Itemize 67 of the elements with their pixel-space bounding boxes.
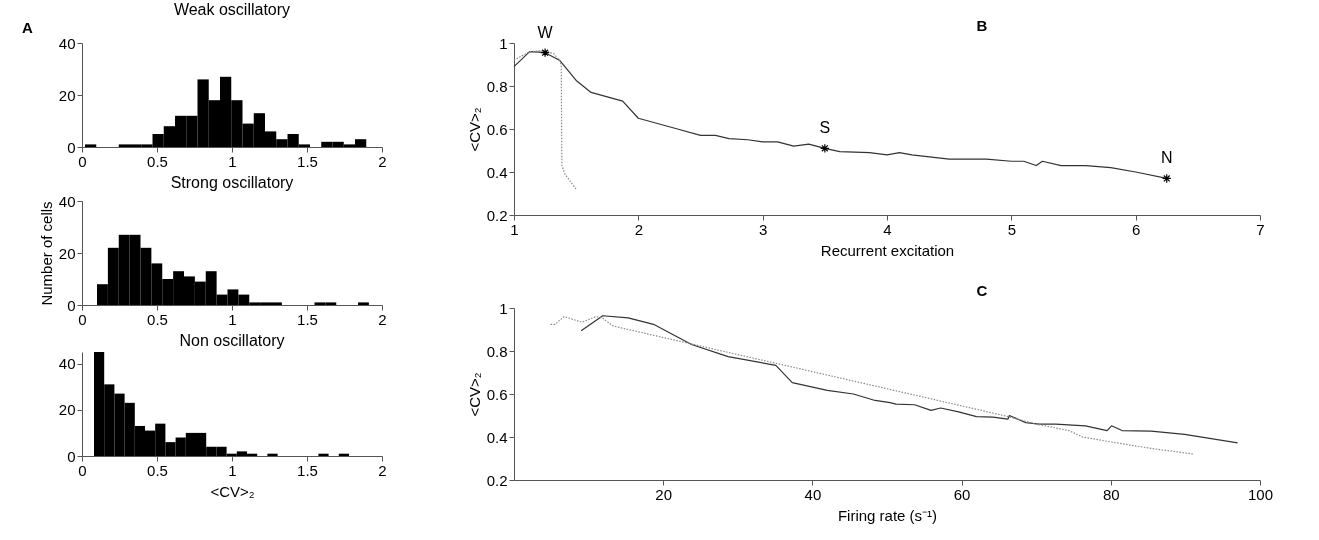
annotation: S bbox=[819, 119, 831, 137]
line-series bbox=[580, 315, 1239, 444]
x-tick-label: 3 bbox=[758, 220, 768, 238]
y-tick-label: 20 bbox=[58, 86, 76, 104]
text: A bbox=[22, 19, 33, 36]
x-tick-label: 0 bbox=[78, 461, 87, 479]
y-tick-label: 40 bbox=[58, 34, 76, 52]
y-tick-label: 0 bbox=[67, 447, 76, 465]
x-tick-label: 0.5 bbox=[147, 310, 168, 328]
x-tick-label: 0.5 bbox=[147, 461, 168, 479]
y-tick-label: 0 bbox=[67, 296, 76, 314]
point bbox=[540, 47, 550, 58]
x-tick-label: 20 bbox=[655, 485, 673, 503]
annotation: W bbox=[537, 23, 554, 41]
y-tick-label: 1 bbox=[499, 34, 508, 52]
y-tick-label: 0.6 bbox=[486, 385, 508, 403]
x-tick-label: 1 bbox=[510, 220, 519, 238]
line-series bbox=[513, 49, 577, 190]
y-tick-label: 1 bbox=[499, 299, 508, 317]
x-tick-label: 80 bbox=[1102, 485, 1120, 503]
y-axis-title: <CV>₂ bbox=[465, 107, 483, 152]
x-tick-label: 100 bbox=[1247, 485, 1274, 503]
x-tick-label: 2 bbox=[378, 310, 387, 328]
x-tick-label: 2 bbox=[634, 220, 644, 238]
text: B bbox=[976, 17, 988, 34]
x-tick-label: 1.5 bbox=[297, 461, 318, 479]
x-tick-label: 60 bbox=[953, 485, 971, 503]
x-tick-label: 1 bbox=[228, 310, 237, 328]
x-tick-label: 6 bbox=[1131, 220, 1141, 238]
x-tick-label: 40 bbox=[804, 485, 822, 503]
y-tick-label: 20 bbox=[58, 401, 76, 419]
text: C bbox=[976, 282, 988, 299]
x-tick-label: 4 bbox=[883, 220, 892, 238]
y-tick-label: 0.4 bbox=[486, 163, 508, 181]
x-tick-label: 0 bbox=[78, 152, 87, 170]
x-tick-label: 7 bbox=[1256, 220, 1265, 238]
x-tick-label: 1 bbox=[228, 152, 237, 170]
chart-title: Non oscillatory bbox=[179, 332, 285, 349]
y-tick-label: 20 bbox=[58, 244, 76, 262]
y-tick-label: 40 bbox=[58, 355, 76, 373]
x-tick-label: 5 bbox=[1007, 220, 1017, 238]
chart-title: Weak oscillatory bbox=[173, 1, 291, 18]
x-tick-label: 2 bbox=[378, 461, 387, 479]
y-tick-label: 0.8 bbox=[486, 342, 508, 360]
y-tick-label: 0.8 bbox=[486, 77, 508, 95]
y-tick-label: 40 bbox=[58, 192, 76, 210]
line-series bbox=[549, 316, 1195, 455]
x-tick-label: 1.5 bbox=[297, 152, 318, 170]
x-tick-label: 2 bbox=[378, 152, 387, 170]
point bbox=[1161, 173, 1172, 184]
x-tick-label: 1.5 bbox=[297, 310, 318, 328]
x-axis-title: <CV>₂ bbox=[210, 482, 255, 500]
x-axis-title: Firing rate (s⁻¹) bbox=[837, 506, 938, 524]
annotation: N bbox=[1160, 149, 1173, 167]
y-tick-label: 0.4 bbox=[486, 428, 508, 446]
y-tick-label: 0.2 bbox=[486, 471, 508, 489]
x-axis-title: Recurrent excitation bbox=[820, 241, 955, 259]
y-tick-label: 0.6 bbox=[486, 120, 508, 138]
chart-title: Strong oscillatory bbox=[170, 174, 294, 191]
y-tick-label: 0.2 bbox=[486, 206, 508, 224]
x-tick-label: 0.5 bbox=[147, 152, 168, 170]
y-tick-label: 0 bbox=[67, 138, 76, 156]
y-axis-title: <CV>₂ bbox=[465, 372, 483, 417]
x-tick-label: 1 bbox=[228, 461, 237, 479]
y-axis-title: Number of cells bbox=[37, 201, 55, 306]
point bbox=[820, 143, 830, 154]
x-tick-label: 0 bbox=[78, 310, 87, 328]
